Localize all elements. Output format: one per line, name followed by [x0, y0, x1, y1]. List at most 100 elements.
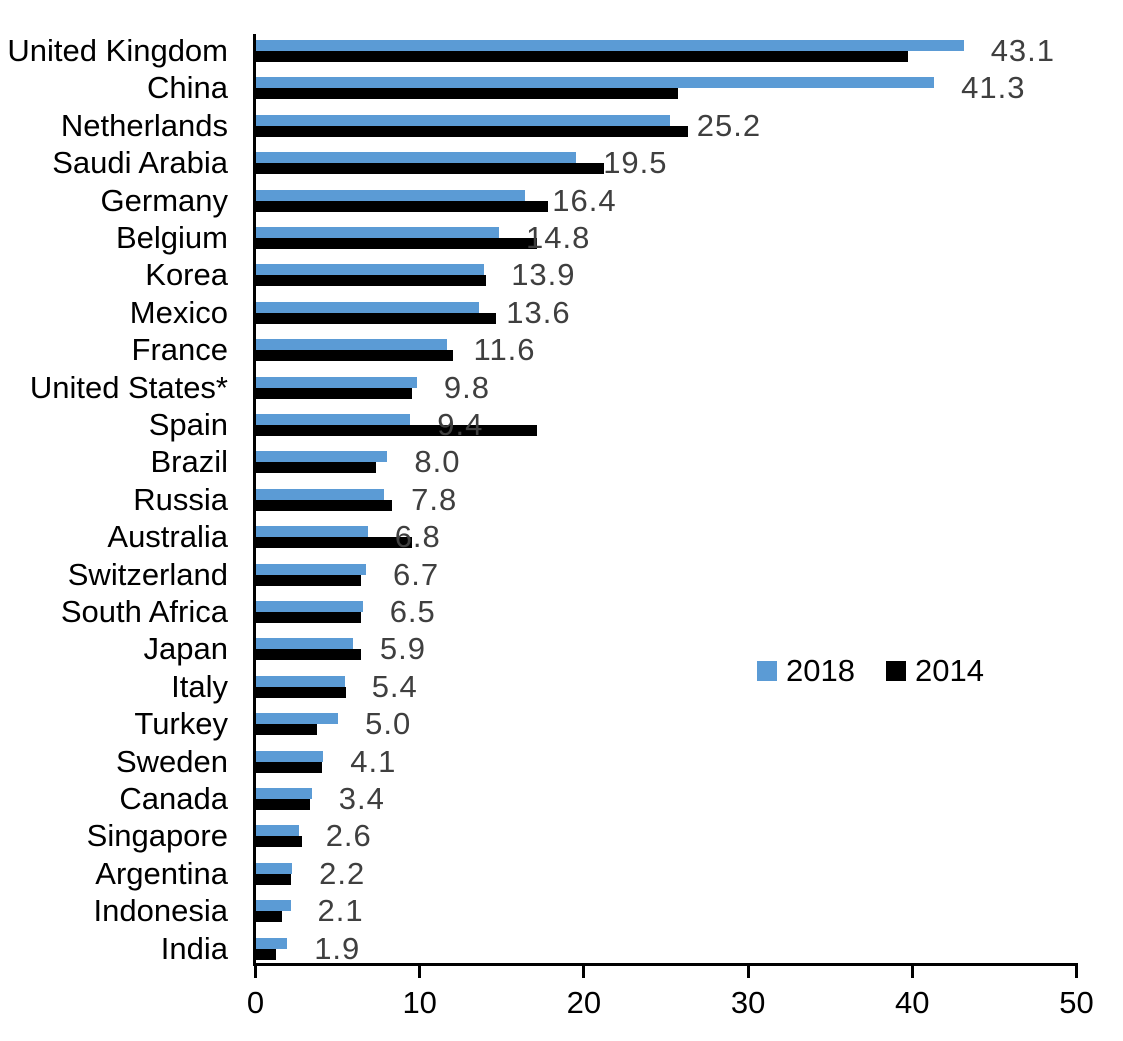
bar-2014 [256, 462, 376, 474]
value-label: 3.4 [338, 781, 385, 816]
value-label: 5.9 [379, 631, 426, 667]
bar-2014 [256, 499, 393, 511]
value-label: 2.6 [325, 818, 372, 854]
value-label: 8.0 [414, 444, 461, 480]
category-label: Belgium [116, 220, 228, 255]
bar-2018 [256, 713, 339, 725]
category-label: Sweden [115, 743, 228, 779]
value-label: 6.5 [389, 594, 436, 629]
x-axis-tick-mark [746, 966, 750, 978]
y-axis-line [253, 34, 256, 966]
bar-2018 [256, 189, 526, 201]
bar-2018 [256, 937, 288, 949]
bar-2018 [256, 114, 670, 126]
x-axis-tick-label: 0 [246, 985, 265, 1020]
bar-2014 [256, 612, 362, 623]
x-axis-line [253, 963, 1078, 966]
value-label: 13.6 [506, 294, 571, 330]
x-axis-tick-label: 10 [402, 985, 437, 1020]
category-label: United States* [29, 369, 228, 405]
category-label: Argentina [95, 855, 228, 891]
category-label: South Africa [60, 594, 228, 629]
category-label: India [160, 930, 228, 966]
bar-2018 [256, 825, 299, 837]
bar-2018 [256, 488, 385, 500]
bar-2014 [256, 387, 412, 399]
bar-2018 [256, 638, 353, 650]
bar-2018 [256, 40, 964, 51]
category-label: Canada [119, 781, 228, 816]
value-label: 9.8 [443, 369, 490, 405]
bar-2014 [256, 948, 276, 960]
bar-2018 [256, 227, 499, 238]
category-label: Russia [133, 481, 228, 517]
legend: 2018 2014 [757, 653, 984, 689]
bar-2018 [256, 264, 485, 276]
bar-2014 [256, 200, 549, 212]
category-label: Netherlands [60, 107, 228, 143]
value-label: 25.2 [696, 107, 762, 143]
bar-2014 [256, 275, 486, 287]
category-label: Indonesia [93, 893, 228, 929]
value-label: 7.8 [411, 481, 458, 517]
bar-2014 [256, 312, 496, 324]
bar-2018 [256, 451, 388, 463]
value-label: 9.4 [437, 407, 484, 442]
category-label: Brazil [150, 444, 228, 480]
value-label: 14.8 [526, 220, 591, 255]
category-label: Japan [143, 631, 228, 667]
x-axis-tick-label: 40 [895, 985, 930, 1020]
x-axis-tick-mark [254, 966, 257, 978]
legend-label-2014: 2014 [914, 653, 984, 688]
value-label: 6.8 [394, 519, 441, 555]
category-label: Australia [107, 519, 228, 555]
category-label: China [147, 70, 228, 106]
category-label: Switzerland [67, 556, 228, 592]
value-label: 1.9 [314, 930, 361, 966]
bar-2014 [256, 911, 283, 923]
bar-2018 [256, 339, 447, 351]
category-label: Spain [148, 407, 228, 442]
bar-2014 [256, 350, 453, 362]
bar-2014 [256, 537, 412, 549]
bar-2018 [256, 900, 291, 912]
bar-2014 [256, 425, 537, 436]
category-label: Mexico [129, 294, 228, 330]
bar-2018 [256, 152, 577, 164]
legend-swatch-2018 [757, 661, 777, 681]
x-axis-tick-mark [1075, 966, 1078, 978]
x-axis-tick-mark [582, 966, 586, 978]
bar-2018 [256, 675, 345, 687]
bar-2014 [256, 125, 688, 137]
bar-2014 [256, 88, 678, 100]
value-label: 43.1 [990, 33, 1056, 68]
bar-2018 [256, 862, 293, 874]
category-label: Korea [145, 257, 228, 293]
bar-2014 [256, 873, 291, 885]
legend-swatch-2014 [885, 661, 906, 681]
bar-2018 [256, 788, 312, 799]
x-axis-tick-mark [910, 966, 914, 978]
value-label: 4.1 [350, 743, 397, 779]
bar-2018 [256, 750, 324, 762]
value-label: 5.0 [365, 706, 412, 742]
bar-2014 [256, 163, 605, 175]
category-label: France [131, 332, 228, 368]
value-label: 19.5 [603, 145, 668, 181]
category-label: Germany [100, 182, 228, 218]
category-label: Saudi Arabia [52, 145, 228, 181]
bar-2014 [256, 836, 302, 848]
legend-label-2018: 2018 [786, 653, 855, 688]
bar-2014 [256, 51, 908, 62]
bar-2014 [256, 686, 347, 698]
bar-2018 [256, 376, 417, 388]
bar-2014 [256, 724, 317, 736]
bar-2018 [256, 301, 480, 313]
category-label: Singapore [86, 818, 228, 854]
value-label: 16.4 [552, 182, 617, 218]
x-axis-tick-label: 50 [1059, 985, 1094, 1020]
value-label: 13.9 [511, 257, 576, 293]
value-label: 11.6 [473, 332, 536, 368]
value-label: 5.4 [371, 668, 418, 704]
